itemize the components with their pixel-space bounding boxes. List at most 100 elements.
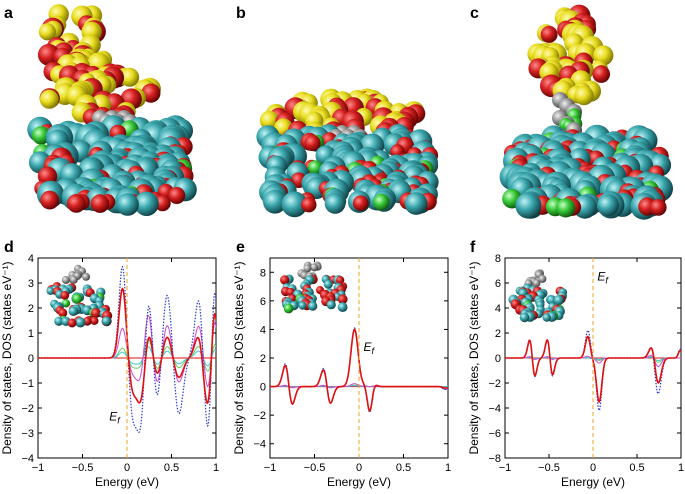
y-tick-label-f: 0: [495, 353, 501, 365]
y-tick-label-d: 0: [28, 353, 34, 365]
inset-e-atom-ti: [308, 301, 318, 311]
x-tick-label-f: −0.5: [538, 462, 560, 474]
panel-label-b: b: [236, 5, 246, 22]
inset-f-atom-c: [532, 279, 541, 288]
inset-e-atom-ti: [326, 300, 336, 310]
x-tick-label-d: 1: [213, 462, 219, 474]
inset-f-atom-ti: [542, 313, 551, 322]
mol-b-atom-f: [373, 193, 390, 211]
panel-label-a: a: [4, 5, 13, 22]
mol-c-atom-ti: [515, 192, 542, 219]
inset-e-atom-ti: [337, 302, 348, 312]
mol-a-atom-o: [154, 194, 171, 212]
panel-label-f: f: [470, 239, 476, 256]
mol-a-atom-o: [66, 194, 86, 213]
mol-c-atom-o: [592, 65, 610, 83]
x-tick-label-e: 1: [445, 462, 451, 474]
mol-b-atom-ti: [263, 189, 287, 214]
y-tick-label-e: 4: [260, 324, 266, 336]
inset-d-atom-c: [61, 276, 70, 284]
x-tick-label-e: 0: [356, 462, 362, 474]
inset-d-atom-c: [82, 272, 91, 281]
fermi-label-sub-e: f: [371, 346, 375, 356]
mol-b-atom-o: [352, 195, 369, 211]
mol-b-atom-ti: [324, 193, 346, 214]
mol-c-atom-f: [556, 198, 576, 218]
y-tick-label-e: 2: [260, 353, 266, 365]
mol-b-atom-o: [301, 197, 317, 213]
molecule-render-c: [499, 4, 673, 220]
mol-c-atom-ti: [597, 194, 619, 217]
inset-d-atom-ti: [54, 316, 64, 326]
y-tick-label-f: 6: [495, 278, 501, 290]
mol-c-atom-o: [649, 199, 667, 216]
y-axis-label-f: Density of states, DOS (states eV⁻¹): [467, 261, 481, 454]
inset-d-atom-ti: [46, 286, 55, 295]
dos-series-red-e: [270, 328, 448, 413]
y-axis-label-d: Density of states, DOS (states eV⁻¹): [0, 261, 14, 454]
y-tick-label-f: 8: [495, 253, 501, 265]
x-tick-label-d: −0.5: [72, 462, 94, 474]
x-tick-label-f: 0.5: [629, 462, 644, 474]
inset-f-atom-c: [538, 274, 547, 283]
fermi-label-d: Ef: [109, 410, 121, 426]
inset-d-atom-c: [69, 275, 78, 284]
inset-molecule-f: [508, 269, 568, 323]
inset-d-atom-o: [90, 316, 99, 325]
y-tick-label-e: 0: [260, 382, 266, 394]
mol-a-atom-s: [38, 23, 57, 41]
y-tick-label-f: −8: [488, 453, 501, 465]
mol-c-atom-o: [540, 25, 558, 43]
y-tick-label-e: 8: [260, 267, 266, 279]
y-tick-label-e: −4: [253, 439, 266, 451]
mol-a-atom-o: [141, 83, 161, 103]
fermi-label-sub-f: f: [605, 276, 609, 286]
x-axis-label-e: Energy (eV): [327, 475, 391, 489]
y-tick-label-d: −2: [21, 403, 34, 415]
mol-b-atom-o: [304, 134, 321, 152]
inset-e-atom-ti: [298, 301, 307, 310]
x-axis-label-f: Energy (eV): [561, 475, 625, 489]
panel-label-d: d: [4, 239, 14, 256]
x-tick-label-d: 0: [124, 462, 130, 474]
x-tick-label-f: 1: [678, 462, 684, 474]
x-axis-label-d: Energy (eV): [95, 475, 159, 489]
inset-f-atom-ti: [546, 295, 557, 305]
y-tick-label-d: 3: [28, 278, 34, 290]
inset-e-atom-c: [310, 263, 319, 272]
inset-d-atom-o: [90, 308, 101, 319]
fermi-label-sub-d: f: [117, 416, 121, 426]
mol-a-atom-o: [40, 190, 60, 210]
inset-e-atom-ti: [323, 279, 333, 289]
x-tick-label-e: −0.5: [304, 462, 326, 474]
dos-plot-e: −1 −0.5 0 0.5 1 −4 −2 0 2 4 6 8 Energy (eV) Density o…: [232, 257, 451, 489]
x-tick-label-f: −1: [499, 462, 512, 474]
inset-d-atom-f: [61, 299, 71, 308]
x-tick-label-d: 0.5: [164, 462, 179, 474]
inset-d-atom-o: [67, 318, 77, 328]
inset-e-atom-c: [303, 264, 312, 273]
mol-a-atom-ti: [134, 191, 159, 216]
inset-molecule-e: [280, 261, 348, 314]
mol-a-atom-ti: [116, 193, 139, 216]
inset-f-atom-ti: [553, 295, 564, 306]
mol-a-atom-s: [120, 67, 140, 87]
mol-a-atom-s: [39, 89, 59, 109]
inset-e-atom-f: [283, 303, 294, 314]
y-tick-label-f: −4: [488, 403, 501, 415]
y-tick-label-f: 2: [495, 328, 501, 340]
x-tick-label-d: −1: [32, 462, 45, 474]
y-tick-label-d: −4: [21, 453, 34, 465]
panel-label-c: c: [470, 5, 479, 22]
fermi-label-f: Ef: [597, 270, 609, 286]
y-tick-label-d: 4: [28, 253, 34, 265]
y-tick-label-f: 4: [495, 303, 501, 315]
y-tick-label-f: −2: [488, 378, 501, 390]
inset-d-atom-o: [58, 308, 68, 318]
inset-d-atom-o: [60, 291, 70, 300]
mol-b-atom-ti: [404, 192, 428, 215]
mol-a-atom-f: [31, 126, 51, 145]
mol-b-atom-ti: [281, 191, 308, 218]
inset-d-atom-ti: [75, 317, 86, 328]
